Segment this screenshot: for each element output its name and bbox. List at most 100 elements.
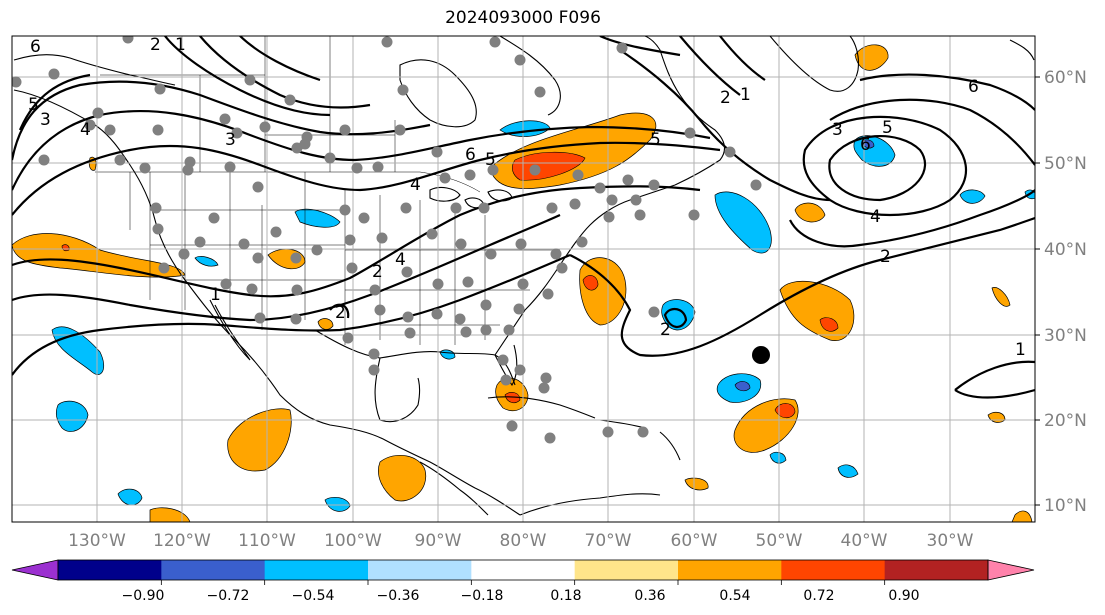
station-dot — [514, 364, 526, 376]
station-dot — [358, 212, 370, 224]
station-dot — [372, 161, 384, 173]
station-dot — [529, 164, 541, 176]
station-dot — [515, 238, 527, 250]
station-dot — [576, 236, 588, 248]
station-dot — [376, 232, 388, 244]
station-dot — [342, 332, 354, 344]
station-dot — [394, 124, 406, 136]
lon-label: 40°W — [841, 531, 888, 551]
station-dot — [546, 202, 558, 214]
colorbar-tick-label: −0.36 — [377, 588, 420, 604]
station-dot — [506, 420, 518, 432]
colorbar-segment — [58, 560, 162, 580]
station-dot — [594, 182, 606, 194]
map-border — [11, 35, 1036, 523]
station-dot — [500, 374, 512, 386]
station-dot — [104, 124, 116, 136]
station-dot — [220, 278, 232, 290]
contour-label: 6 — [30, 37, 41, 57]
storm-marker — [752, 346, 770, 364]
contour-label: 5 — [485, 150, 496, 170]
station-dot — [38, 154, 50, 166]
contour-label: 5 — [650, 130, 661, 150]
contour-label: 2 — [880, 247, 891, 267]
station-dot — [400, 202, 412, 214]
station-dot — [454, 313, 466, 325]
station-dot — [455, 238, 467, 250]
station-dot — [182, 164, 194, 176]
station-dot — [534, 86, 546, 98]
axis-ticks — [1035, 76, 1040, 506]
station-dot — [290, 313, 302, 325]
station-dot — [480, 299, 492, 311]
station-dot — [724, 146, 736, 158]
station-dot — [462, 276, 474, 288]
latitude-labels: 60°N 50°N 40°N 30°N 20°N 10°N — [1044, 68, 1087, 516]
lon-label: 130°W — [68, 531, 126, 551]
station-dot — [431, 308, 443, 320]
colorbar-extend-high — [987, 559, 1035, 581]
contour-label: 4 — [395, 250, 406, 270]
lat-label: 20°N — [1044, 411, 1087, 431]
lon-label: 90°W — [415, 531, 462, 551]
station-dot — [606, 194, 618, 206]
station-dot — [84, 119, 96, 131]
station-dot — [648, 306, 660, 318]
station-dot — [487, 164, 499, 176]
station-dot — [603, 211, 615, 223]
station-dot — [368, 348, 380, 360]
contour-label: 6 — [465, 145, 476, 165]
station-dot — [244, 74, 256, 86]
colorbar-tick-labels: −0.90 −0.72 −0.54 −0.36 −0.18 0.18 0.36 … — [122, 588, 920, 604]
station-dot — [431, 146, 443, 158]
observation-stations — [12, 36, 762, 444]
station-dot — [489, 36, 501, 48]
colorbar-border — [57, 559, 989, 581]
contour-label: 2 — [660, 320, 671, 340]
station-dot — [538, 382, 550, 394]
station-dot — [339, 204, 351, 216]
station-dot — [219, 113, 231, 125]
colorbar-tick-label: −0.72 — [207, 588, 250, 604]
colorbar-tick-label: −0.18 — [461, 588, 504, 604]
map-title: 2024093000 F096 — [445, 8, 601, 28]
station-dot — [259, 121, 271, 133]
negative-strong-shading — [734, 139, 875, 392]
station-dot — [238, 238, 250, 250]
station-dot — [252, 252, 264, 264]
station-dot — [517, 278, 529, 290]
colorbar-segment — [368, 560, 472, 580]
colorbar-segment — [161, 560, 266, 580]
contour-label: 4 — [870, 207, 881, 227]
lon-label: 70°W — [585, 531, 632, 551]
contour-label: 6 — [968, 77, 979, 97]
lon-label: 50°W — [756, 531, 803, 551]
colorbar-segment — [884, 560, 989, 580]
station-dot — [224, 161, 236, 173]
station-dot — [544, 432, 556, 444]
colorbar-segment — [574, 560, 679, 580]
lat-label: 50°N — [1044, 154, 1087, 174]
contour-label: 1 — [210, 285, 221, 305]
colorbar-tick-label: 0.54 — [719, 588, 750, 604]
station-dot — [397, 84, 409, 96]
station-dot — [630, 194, 642, 206]
lat-label: 10°N — [1044, 496, 1087, 516]
station-dot — [150, 202, 162, 214]
station-dot — [152, 223, 164, 235]
station-dot — [139, 162, 151, 174]
station-dot — [485, 248, 497, 260]
station-dot — [270, 226, 282, 238]
station-dot — [569, 198, 581, 210]
lon-label: 110°W — [238, 531, 296, 551]
colorbar-extend-low — [11, 559, 59, 581]
station-dot — [480, 324, 492, 336]
station-dot — [648, 179, 660, 191]
lon-label: 120°W — [153, 531, 211, 551]
colorbar — [11, 559, 1035, 585]
longitude-labels: 130°W 120°W 110°W 100°W 90°W 80°W 70°W 6… — [68, 531, 974, 551]
lon-label: 100°W — [324, 531, 382, 551]
colorbar-segment — [678, 560, 782, 580]
station-dot — [346, 262, 358, 274]
